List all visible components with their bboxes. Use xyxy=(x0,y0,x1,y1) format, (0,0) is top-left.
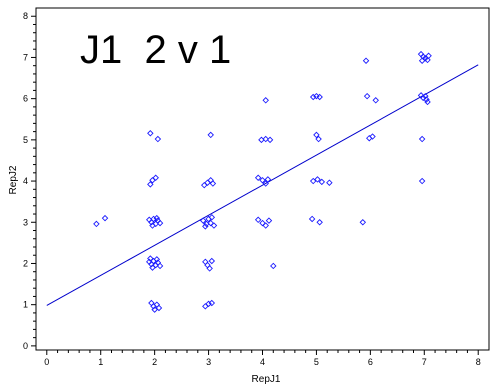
scatter-point xyxy=(93,220,100,228)
scatter-point xyxy=(149,222,156,229)
scatter-point xyxy=(270,262,277,270)
chart-title: J1 2 v 1 xyxy=(80,28,231,72)
scatter-point xyxy=(205,300,212,308)
x-tick-label: 5 xyxy=(314,357,319,367)
scatter-point xyxy=(148,299,155,307)
scatter-point xyxy=(265,217,273,224)
scatter-point xyxy=(424,56,431,64)
scatter-point xyxy=(372,97,379,104)
scatter-point xyxy=(204,261,211,269)
y-tick-label: 5 xyxy=(23,135,28,145)
x-tick-label: 2 xyxy=(152,357,157,367)
scatter-point xyxy=(262,135,269,143)
y-tick-label: 0 xyxy=(23,341,28,351)
scatter-point xyxy=(154,135,162,143)
y-tick-label: 6 xyxy=(23,94,28,104)
scatter-point xyxy=(425,52,432,60)
scatter-point xyxy=(147,255,154,262)
scatter-point xyxy=(309,93,317,101)
scatter-point xyxy=(363,92,371,100)
x-tick-label: 1 xyxy=(98,357,103,367)
x-tick-label: 7 xyxy=(422,357,427,367)
x-axis-label: RepJ1 xyxy=(252,374,281,385)
scatter-point xyxy=(315,135,322,143)
scatter-point xyxy=(155,304,163,312)
scatter-point xyxy=(202,258,209,266)
scatter-point xyxy=(418,135,426,143)
scatter-point xyxy=(156,219,164,227)
scatter-point xyxy=(362,57,370,64)
scatter-point xyxy=(207,131,214,139)
scatter-point xyxy=(254,216,262,224)
scatter-point xyxy=(258,136,265,144)
scatter-point xyxy=(418,177,426,185)
scatter-point xyxy=(152,174,159,182)
scatter-point xyxy=(101,214,109,222)
scatter-point xyxy=(147,181,154,188)
regression-line xyxy=(46,64,479,306)
scatter-point xyxy=(262,222,269,229)
x-axis-ticks: 0 1 2 3 4 5 6 7 8 xyxy=(44,350,481,367)
scatter-point xyxy=(423,96,430,103)
scatter-point xyxy=(153,214,161,222)
x-tick-label: 0 xyxy=(44,357,49,367)
scatter-point xyxy=(316,219,323,226)
scatter-point xyxy=(156,262,164,270)
scatter-point xyxy=(266,136,274,144)
scatter-point xyxy=(313,131,320,139)
y-tick-label: 7 xyxy=(23,52,28,62)
scatter-point xyxy=(151,306,158,313)
y-axis-label: RepJ2 xyxy=(8,165,19,194)
scatter-point xyxy=(359,219,367,226)
scatter-point xyxy=(318,178,326,186)
scatter-point xyxy=(262,180,269,187)
scatter-point xyxy=(209,180,217,187)
scatter-point xyxy=(369,133,376,140)
scatter-point xyxy=(262,97,269,104)
scatter-point xyxy=(147,130,154,137)
scatter-point xyxy=(326,179,333,186)
scatter-point xyxy=(309,177,317,185)
scatter-point xyxy=(308,215,316,223)
y-tick-label: 8 xyxy=(23,11,28,21)
y-tick-label: 1 xyxy=(23,300,28,310)
scatter-point xyxy=(208,257,216,265)
x-tick-label: 8 xyxy=(476,357,481,367)
y-tick-label: 3 xyxy=(23,217,28,227)
scatter-point xyxy=(424,98,431,106)
y-tick-label: 2 xyxy=(23,258,28,268)
scatter-point xyxy=(199,217,207,224)
x-tick-label: 4 xyxy=(260,357,265,367)
scatter-point xyxy=(207,219,214,227)
scatter-point xyxy=(422,92,429,100)
y-axis-ticks: 0 1 2 3 4 5 6 7 8 xyxy=(23,11,36,351)
scatter-point xyxy=(206,265,213,272)
y-tick-label: 4 xyxy=(23,176,28,186)
scatter-point xyxy=(316,93,323,101)
scatter-point xyxy=(418,57,426,64)
scatter-point xyxy=(264,176,272,183)
scatter-point xyxy=(259,219,266,227)
scatter-point xyxy=(208,299,216,307)
data-points xyxy=(93,50,432,313)
scatter-point xyxy=(259,176,266,184)
scatter-point xyxy=(202,223,209,230)
scatter-point xyxy=(210,222,218,229)
scatter-point xyxy=(314,176,321,183)
scatter-point xyxy=(208,214,216,221)
scatter-point xyxy=(419,94,427,102)
scatter-point xyxy=(149,264,156,271)
scatter-point xyxy=(153,256,161,263)
x-tick-label: 3 xyxy=(206,357,211,367)
x-tick-label: 6 xyxy=(368,357,373,367)
scatter-point xyxy=(150,215,157,223)
scatter-point xyxy=(254,174,262,182)
